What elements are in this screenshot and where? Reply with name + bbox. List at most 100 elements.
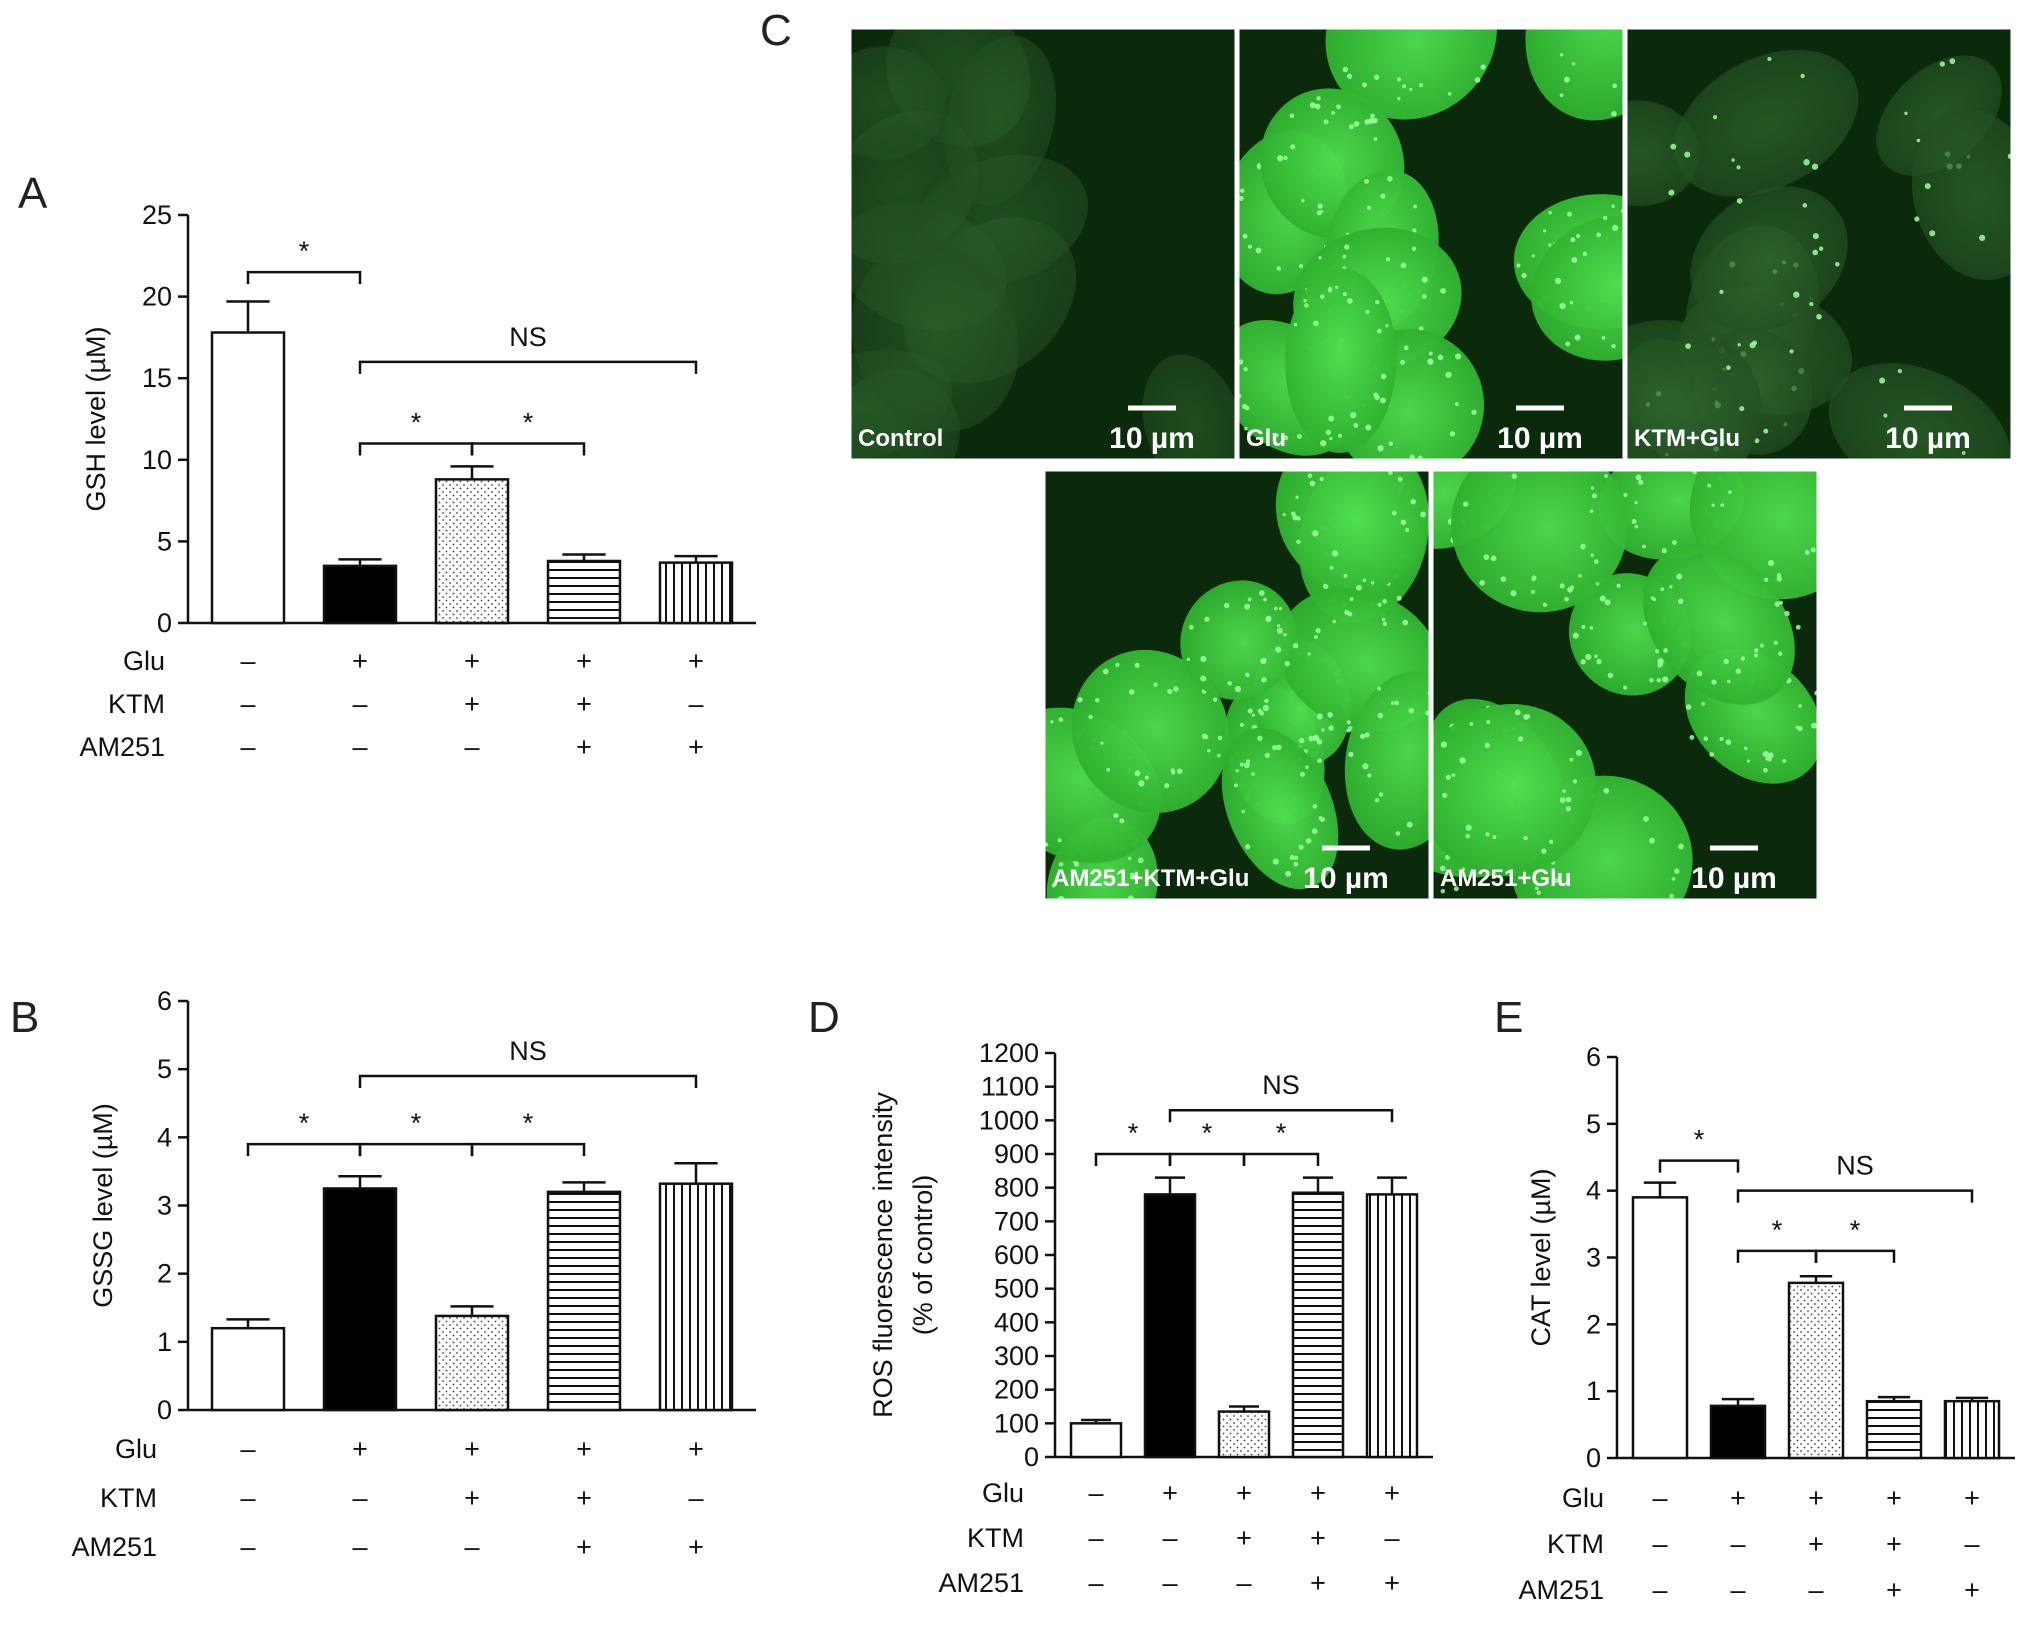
fluorescent-granule (1762, 767, 1768, 773)
fluorescent-granule (1594, 559, 1599, 564)
y-axis-label: CAT level (µM) (1526, 1168, 1556, 1346)
fluorescent-granule (1442, 792, 1448, 798)
fluorescent-granule (1420, 511, 1426, 518)
fluorescent-granule (1203, 734, 1209, 740)
fluorescent-granule (1303, 298, 1307, 303)
significance-bracket (358, 442, 474, 456)
fluorescent-granule (1685, 704, 1692, 710)
chart-gsh: 0 5 10 15 20 25 GSH level (µM) * NS * * Glu – + + + + KTM… (79, 200, 756, 762)
fluorescent-granule (1319, 817, 1325, 823)
y-tick-label: 300 (994, 1341, 1039, 1371)
fluorescent-granule (1412, 228, 1417, 233)
fluorescent-granule (1567, 586, 1573, 593)
condition-plus: + (464, 689, 480, 719)
fluorescent-granule (1484, 742, 1490, 749)
fluorescent-granule (1336, 104, 1341, 110)
fluorescent-granule (1737, 343, 1741, 347)
fluorescent-granule (1559, 53, 1564, 57)
fluorescent-granule (1289, 113, 1295, 119)
fluorescent-granule (1365, 309, 1370, 314)
fluorescent-granule (1234, 685, 1242, 693)
fluorescent-granule (1346, 298, 1353, 304)
fluorescent-granule (1703, 736, 1709, 741)
fluorescent-granule (1561, 923, 1567, 929)
micrograph-label: Glu (1246, 425, 1286, 452)
fluorescent-granule (1381, 617, 1386, 622)
fluorescent-granule (1827, 489, 1831, 493)
fluorescent-granule (1238, 195, 1244, 201)
fluorescent-granule (1275, 646, 1282, 653)
fluorescent-granule (1536, 890, 1541, 895)
micrograph-tile: AM251+Glu 10 µm (1430, 468, 1840, 929)
fluorescent-granule (1649, 677, 1654, 683)
fluorescent-granule (1321, 728, 1325, 732)
y-tick-label: 0 (1586, 1443, 1601, 1473)
fluorescent-granule (1582, 251, 1588, 257)
fluorescent-granule (1276, 266, 1281, 271)
fluorescent-granule (1663, 648, 1668, 653)
fluorescent-granule (1320, 294, 1325, 299)
y-tick-label: 20 (142, 282, 172, 312)
fluorescent-granule (1897, 368, 1903, 374)
fluorescent-granule (1343, 573, 1348, 578)
fluorescent-granule (1437, 354, 1444, 361)
significance-bracket (470, 1142, 586, 1157)
fluorescent-granule (1760, 643, 1764, 648)
micrograph-border (1624, 26, 2014, 462)
y-tick-label: 6 (157, 986, 172, 1016)
fluorescent-granule (1428, 351, 1433, 356)
fluorescent-granule (1204, 616, 1210, 622)
fluorescent-granule (1634, 500, 1638, 505)
fluorescent-granule (1924, 183, 1931, 190)
micrograph-tile: Control 10 µm (848, 26, 1238, 462)
fluorescent-granule (1727, 679, 1731, 684)
significance-star: * (299, 1108, 310, 1138)
fluorescent-granule (1051, 883, 1056, 888)
fluorescent-granule (1647, 13, 1651, 17)
fluorescent-granule (1601, 335, 1606, 340)
micrograph-border (1236, 26, 1626, 462)
fluorescent-granule (1077, 697, 1083, 703)
fluorescent-granule (1736, 165, 1741, 170)
significance-star: * (299, 236, 310, 266)
fluorescent-granule (1364, 732, 1370, 738)
fluorescent-granule (1719, 736, 1724, 742)
fluorescent-granule (1837, 530, 1840, 533)
fluorescent-granule (1309, 480, 1316, 487)
fluorescent-granule (1656, 677, 1662, 683)
significance-bracket (1168, 1152, 1246, 1166)
panel-letter-b: B (10, 993, 39, 1042)
fluorescent-granule (1244, 426, 1248, 431)
fluorescent-granule (1200, 675, 1207, 682)
fluorescent-granule (1138, 780, 1145, 787)
condition-plus: + (1886, 1575, 1902, 1605)
fluorescent-granule (1307, 473, 1313, 478)
fluorescent-granule (1138, 911, 1144, 917)
cell (1626, 320, 1762, 460)
fluorescent-granule (1684, 151, 1691, 158)
fluorescent-granule (1634, 524, 1639, 529)
condition-minus: – (1652, 1575, 1667, 1605)
fluorescent-granule (1391, 510, 1397, 516)
fluorescent-granule (1217, 735, 1223, 741)
fluorescent-granule (1565, 796, 1572, 803)
condition-plus: + (464, 1483, 480, 1513)
fluorescent-granule (1440, 287, 1446, 294)
cell (1275, 470, 1429, 591)
fluorescent-granule (1604, 474, 1608, 478)
fluorescent-granule (1571, 257, 1578, 263)
condition-minus: – (1088, 1568, 1103, 1598)
condition-minus: – (352, 732, 367, 762)
fluorescent-granule (1058, 861, 1064, 867)
fluorescent-granule (1455, 353, 1462, 360)
fluorescent-granule (1514, 709, 1521, 716)
y-axis-label: ROS fluorescence intensity (868, 1092, 898, 1418)
fluorescent-granule (1362, 763, 1369, 770)
y-tick-label: 0 (157, 608, 172, 638)
bar-control (210, 1326, 286, 1412)
fluorescent-granule (1562, 789, 1566, 793)
fluorescent-granule (1728, 490, 1732, 494)
fluorescent-granule (1346, 720, 1351, 725)
fluorescent-granule (1227, 681, 1233, 686)
fluorescent-granule (1314, 103, 1321, 110)
